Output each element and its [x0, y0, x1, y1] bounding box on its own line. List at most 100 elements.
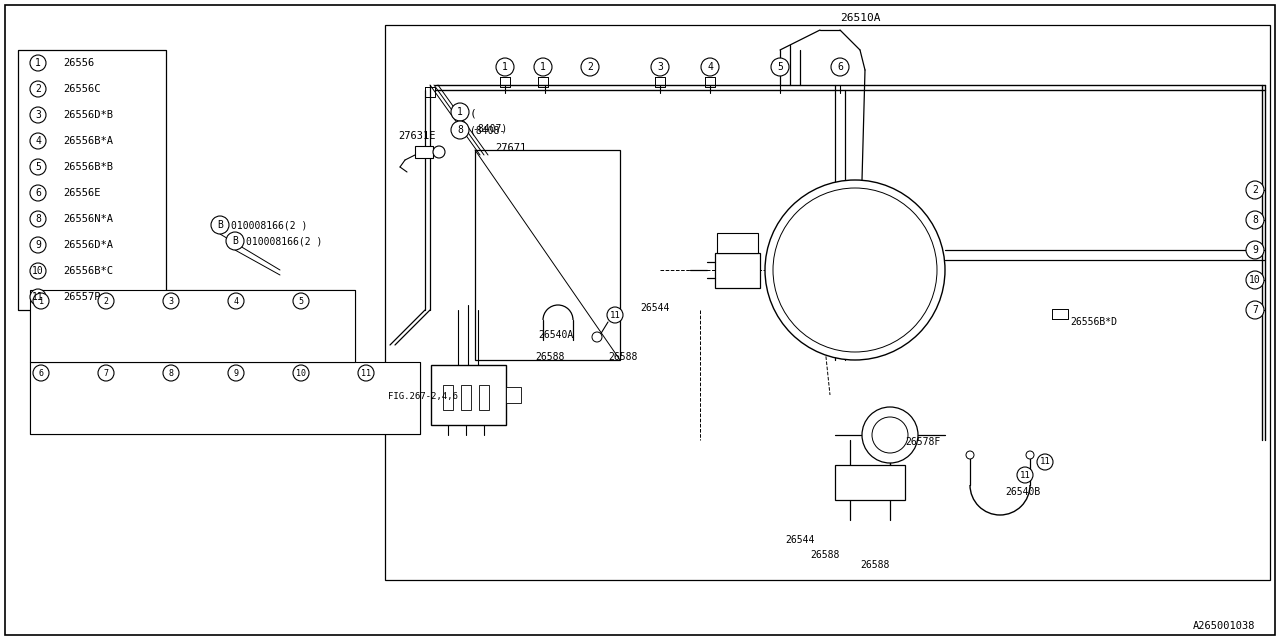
Circle shape [228, 365, 244, 381]
Circle shape [29, 107, 46, 123]
Text: 9: 9 [35, 240, 41, 250]
Circle shape [1027, 451, 1034, 459]
Bar [506, 387, 521, 403]
Circle shape [771, 58, 788, 76]
Text: 10: 10 [1249, 275, 1261, 285]
Text: 2: 2 [35, 84, 41, 94]
Text: 5: 5 [777, 62, 783, 72]
Text: (8408-: (8408- [470, 125, 506, 135]
Circle shape [228, 293, 244, 309]
Text: 1: 1 [38, 296, 44, 305]
Text: 26556D*B: 26556D*B [63, 110, 113, 120]
Text: 2: 2 [1252, 185, 1258, 195]
Text: 26544: 26544 [640, 303, 669, 313]
Circle shape [607, 307, 623, 323]
Text: 26588: 26588 [608, 352, 637, 362]
Text: 6: 6 [837, 62, 844, 72]
Text: 3: 3 [35, 110, 41, 120]
Circle shape [1245, 241, 1265, 259]
Bar [479, 385, 489, 410]
Circle shape [29, 211, 46, 227]
Text: 1: 1 [35, 58, 41, 68]
Circle shape [966, 451, 974, 459]
Text: 27631E: 27631E [398, 131, 435, 141]
Text: 26588: 26588 [810, 550, 840, 560]
Text: 7: 7 [1252, 305, 1258, 315]
Circle shape [29, 185, 46, 201]
Circle shape [293, 365, 308, 381]
Text: 5: 5 [298, 296, 303, 305]
Text: 010008166(2 ): 010008166(2 ) [230, 220, 307, 230]
Text: 26556B*D: 26556B*D [1070, 317, 1117, 327]
Circle shape [29, 263, 46, 279]
Circle shape [1245, 301, 1265, 319]
Text: 6: 6 [38, 369, 44, 378]
Circle shape [33, 293, 49, 309]
Text: 27671: 27671 [495, 143, 526, 153]
Text: B: B [218, 220, 223, 230]
Bar [475, 150, 620, 360]
Text: 5: 5 [35, 162, 41, 172]
Bar [461, 385, 471, 410]
Text: 26544: 26544 [785, 535, 814, 545]
Text: 6: 6 [35, 188, 41, 198]
Text: FIG.267-2,4,6: FIG.267-2,4,6 [388, 392, 458, 401]
Bar [717, 232, 758, 253]
Text: 26556B*A: 26556B*A [63, 136, 113, 146]
Text: 1: 1 [502, 62, 508, 72]
Circle shape [451, 121, 468, 139]
Circle shape [29, 55, 46, 71]
Circle shape [1245, 211, 1265, 229]
Circle shape [163, 293, 179, 309]
Circle shape [29, 289, 46, 305]
Text: 26540A: 26540A [538, 330, 573, 340]
Text: 26540B: 26540B [1005, 487, 1041, 497]
Text: 4: 4 [35, 136, 41, 146]
Text: 26588: 26588 [860, 560, 890, 570]
Circle shape [773, 188, 937, 352]
Text: 4: 4 [233, 296, 238, 305]
Text: 9: 9 [1252, 245, 1258, 255]
Text: 8: 8 [35, 214, 41, 224]
Circle shape [227, 232, 244, 250]
Text: 1: 1 [457, 107, 463, 117]
Text: 010008166(2 ): 010008166(2 ) [246, 236, 323, 246]
Text: 11: 11 [1020, 470, 1030, 479]
Text: 26588: 26588 [535, 352, 564, 362]
Text: 10: 10 [32, 266, 44, 276]
Text: 26510A: 26510A [840, 13, 881, 23]
Bar [443, 385, 453, 410]
Circle shape [765, 180, 945, 360]
Circle shape [1245, 181, 1265, 199]
Circle shape [29, 81, 46, 97]
Circle shape [497, 58, 515, 76]
Bar [835, 465, 905, 500]
Text: 3: 3 [169, 296, 174, 305]
Text: 10: 10 [296, 369, 306, 378]
Circle shape [99, 365, 114, 381]
Circle shape [1037, 454, 1053, 470]
Circle shape [861, 407, 918, 463]
Circle shape [593, 332, 602, 342]
Circle shape [433, 146, 445, 158]
Circle shape [1245, 271, 1265, 289]
Text: 4: 4 [707, 62, 713, 72]
Circle shape [211, 216, 229, 234]
Text: 26556E: 26556E [63, 188, 101, 198]
Text: 2: 2 [588, 62, 593, 72]
Bar [716, 253, 760, 287]
Text: 2: 2 [104, 296, 109, 305]
Text: 11: 11 [32, 292, 44, 302]
Text: 3: 3 [657, 62, 663, 72]
Text: 9: 9 [233, 369, 238, 378]
Text: 26556B*C: 26556B*C [63, 266, 113, 276]
Circle shape [29, 159, 46, 175]
Text: 8: 8 [169, 369, 174, 378]
Text: 8: 8 [1252, 215, 1258, 225]
Text: 11: 11 [1039, 458, 1051, 467]
Bar [18, 50, 166, 310]
Circle shape [99, 293, 114, 309]
Text: 8: 8 [457, 125, 463, 135]
Circle shape [652, 58, 669, 76]
Circle shape [1018, 467, 1033, 483]
